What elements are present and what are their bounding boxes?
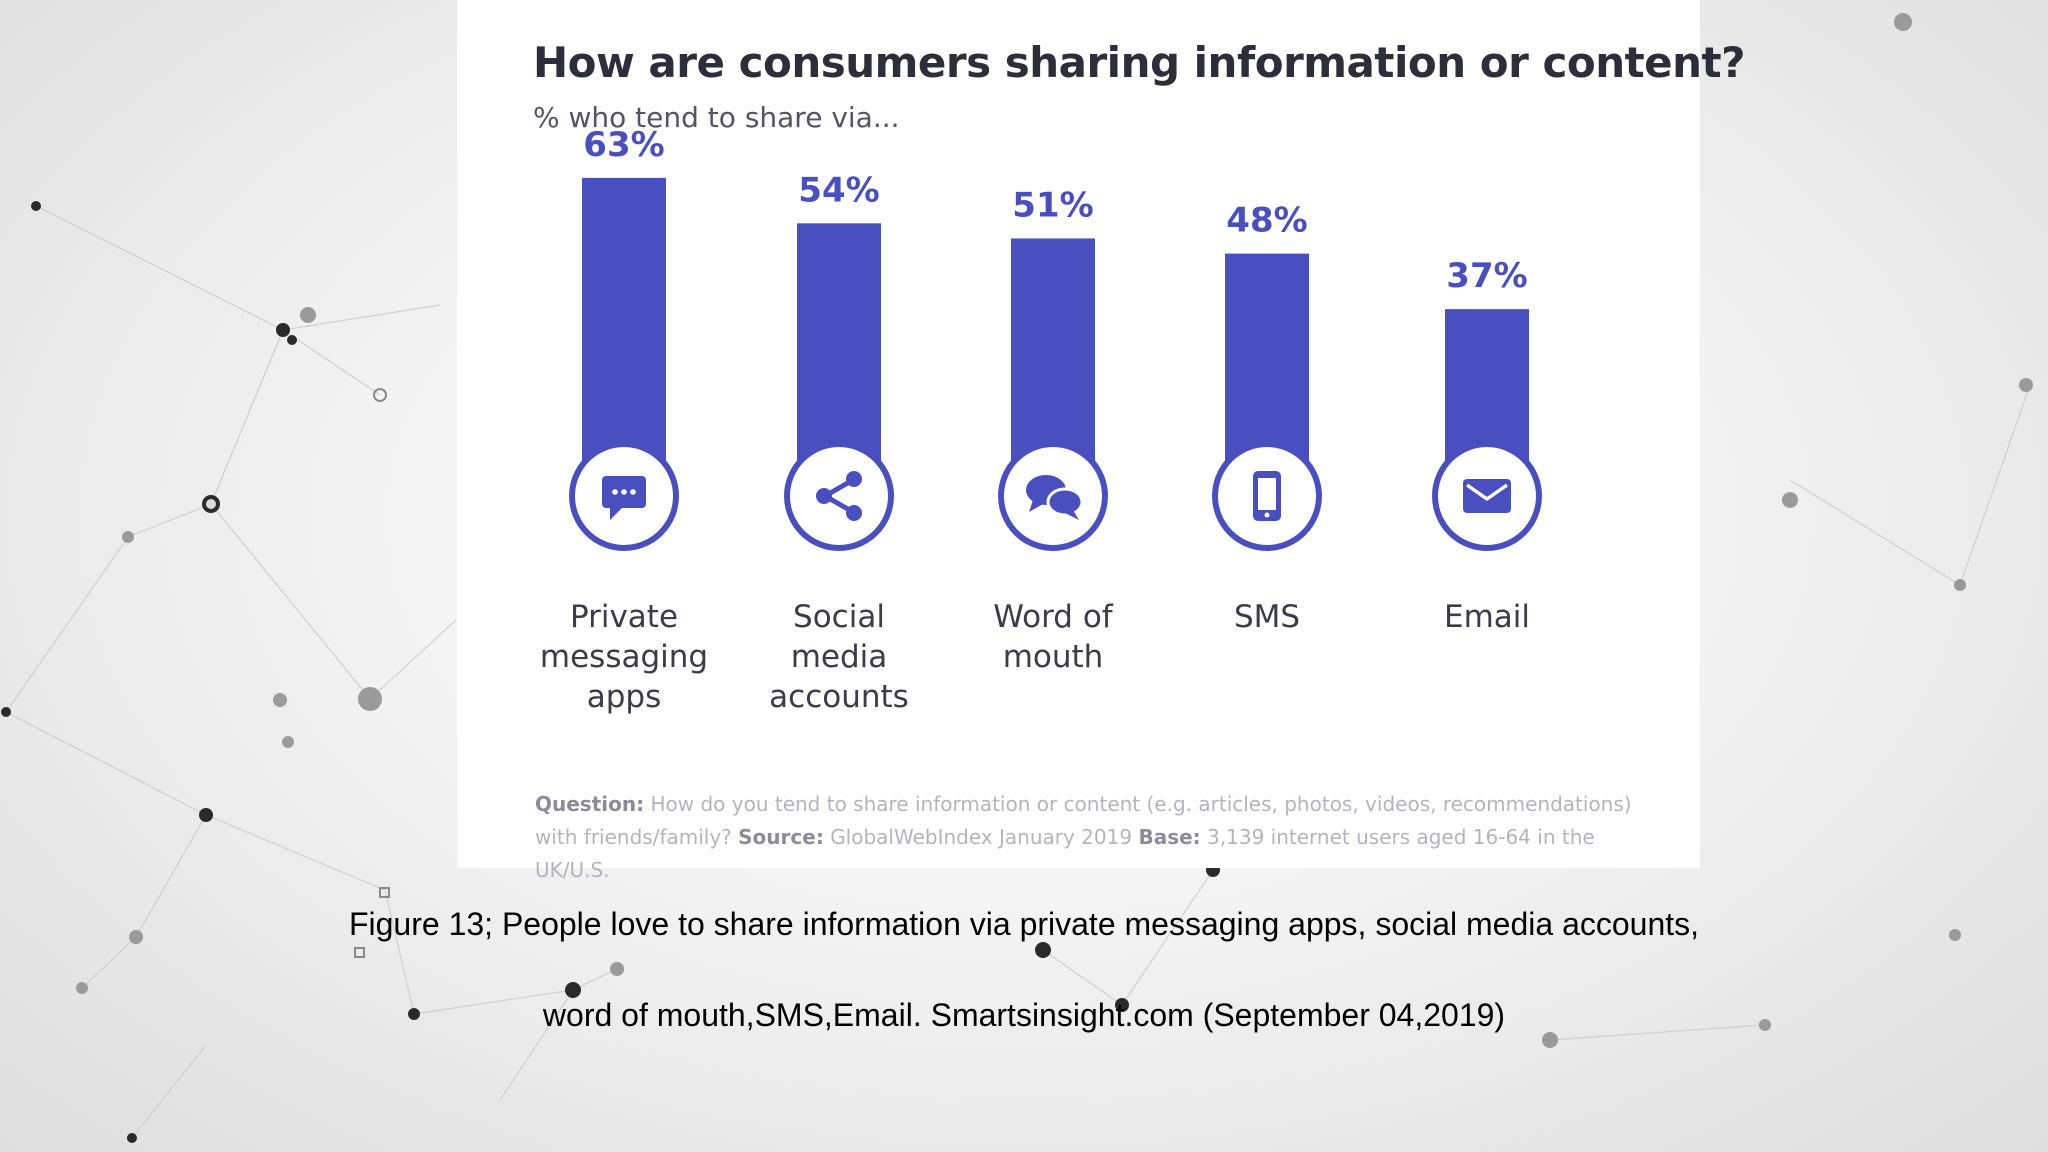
footnote-source-label: Source:: [738, 825, 824, 849]
category-label-1: Social media accounts: [769, 599, 909, 715]
footnote-base-label: Base:: [1138, 825, 1201, 849]
envelope-icon: [1463, 479, 1511, 513]
chart-footnote: Question: How do you tend to share infor…: [535, 788, 1675, 887]
chart-card: How are consumers sharing information or…: [457, 0, 1746, 882]
chart-title: How are consumers sharing information or…: [533, 38, 1746, 87]
chat-bubble-icon: [602, 476, 646, 520]
category-label-0: Private messaging apps: [540, 599, 708, 715]
category-label-2: Word of mouth: [993, 599, 1114, 675]
bar-value-label-2: 51%: [1012, 185, 1093, 225]
share-icon: [816, 471, 862, 521]
icon-ring-1: [784, 441, 894, 551]
footnote-question-label: Question:: [535, 792, 645, 816]
figure-caption-line-1: Figure 13; People love to share informat…: [348, 906, 1700, 942]
footnote-question-text: How do you tend to share information or …: [535, 792, 1632, 849]
bar-chart: 63% Private messaging apps 54% Social media acc…: [540, 125, 1542, 715]
bar-value-label-1: 54%: [798, 170, 879, 210]
bar-value-label-4: 37%: [1446, 256, 1527, 296]
bar-value-label-3: 48%: [1226, 201, 1307, 241]
figure-caption-line-2: word of mouth,SMS,Email. Smartsinsight.c…: [542, 997, 1506, 1033]
conversation-bubbles-icon: [1026, 475, 1084, 520]
footnote-base-text: 3,139 internet users aged 16-64 in the U…: [535, 825, 1595, 882]
chart-subtitle: % who tend to share via...: [533, 101, 900, 134]
bar-value-label-0: 63%: [583, 125, 664, 165]
category-label-3: SMS: [1234, 599, 1300, 635]
mobile-phone-icon: [1253, 471, 1281, 521]
category-label-4: Email: [1444, 599, 1530, 635]
footnote-source-text: GlobalWebIndex January 2019: [830, 825, 1133, 849]
